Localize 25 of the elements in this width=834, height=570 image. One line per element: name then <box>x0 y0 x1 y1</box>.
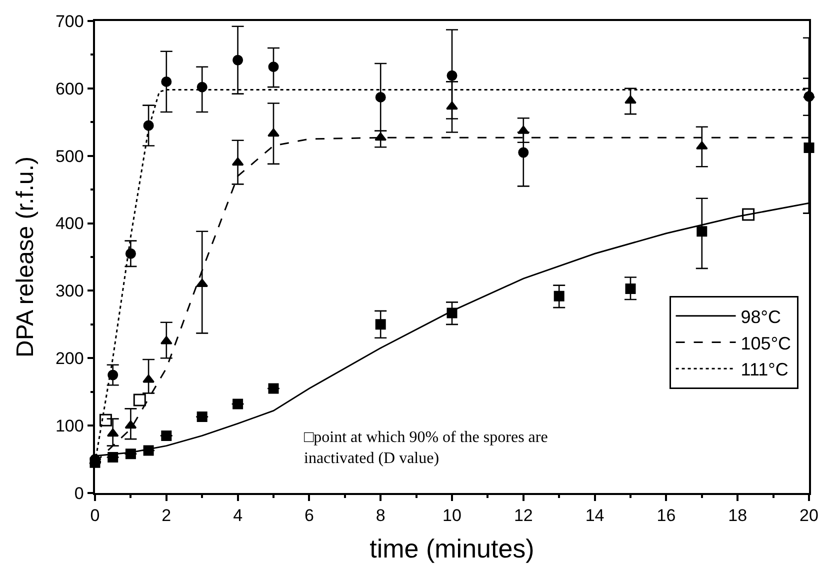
x-tick-label: 12 <box>514 506 533 526</box>
y-tick-label: 500 <box>55 146 84 166</box>
y-tick-label: 0 <box>74 484 84 503</box>
annotation: □point at which 90% of the spores are inactivated (D value) <box>304 429 548 467</box>
y-tick-label: 300 <box>55 282 84 301</box>
x-tick-label: 10 <box>442 506 462 526</box>
x-tick-label: 18 <box>728 506 748 526</box>
x-axis-title: time (minutes) <box>370 533 534 564</box>
x-tick-label: 4 <box>233 506 243 526</box>
legend-label: 98°C <box>740 306 782 327</box>
y-tick-label: 400 <box>55 214 84 234</box>
legend-label: 111°C <box>740 360 788 380</box>
x-tick-label: 8 <box>376 506 386 526</box>
y-axis-title: DPA release (r.f.u.) <box>12 156 40 358</box>
y-tick-label: 700 <box>55 12 84 31</box>
x-tick-label: 6 <box>304 506 314 526</box>
y-tick-label: 600 <box>55 79 84 98</box>
x-tick-label: 20 <box>800 506 818 526</box>
x-tick-label: 0 <box>90 506 100 526</box>
y-tick-label: 100 <box>55 416 84 436</box>
x-tick-label: 2 <box>162 506 172 526</box>
x-tick-label: 14 <box>585 506 604 526</box>
x-tick-label: 16 <box>656 506 676 526</box>
legend-label: 105°C <box>740 333 792 354</box>
y-tick-label: 200 <box>55 349 84 368</box>
